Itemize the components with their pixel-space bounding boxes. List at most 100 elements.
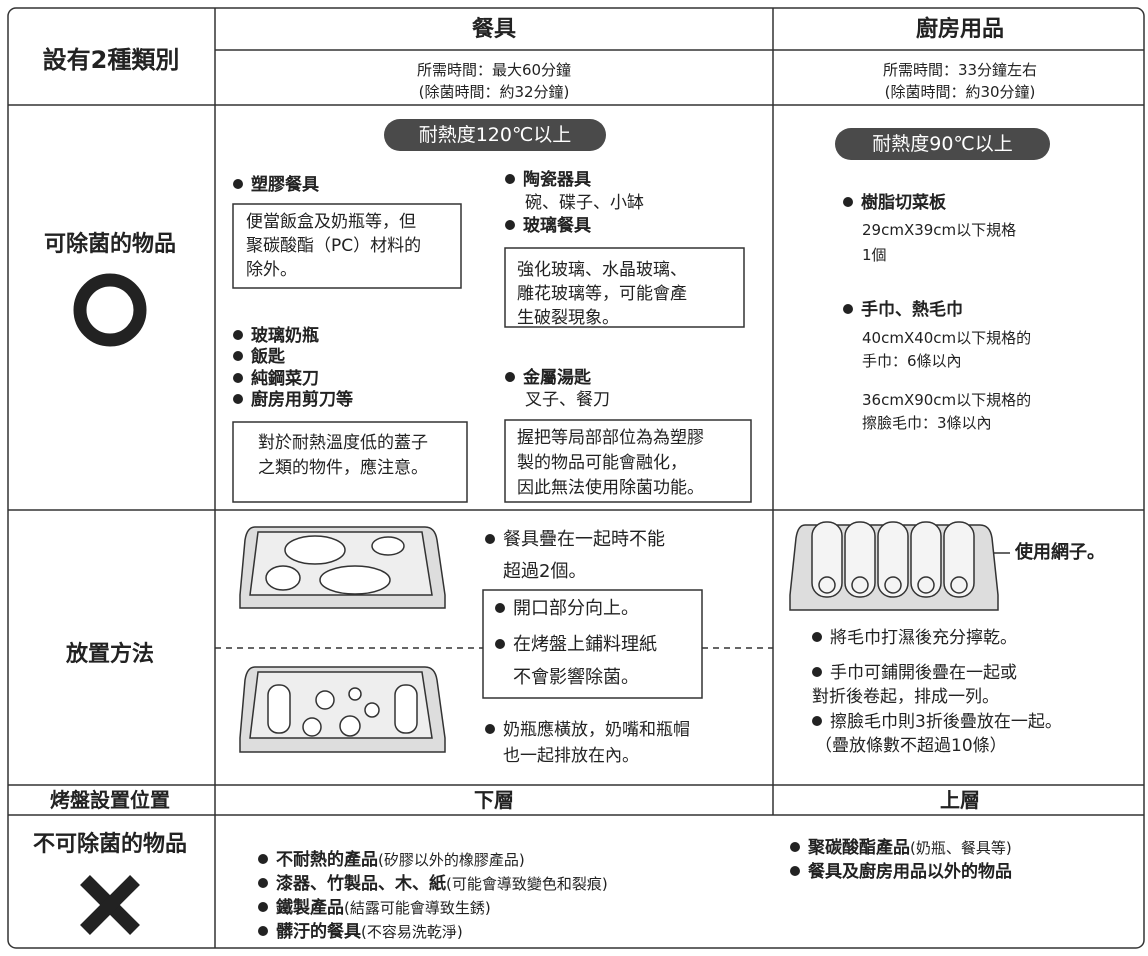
tray-level: 上層 xyxy=(940,788,980,812)
time: 所需時間：最大60分鐘 xyxy=(416,61,572,79)
detail: 29cmX39cm以下規格 xyxy=(862,221,1017,239)
item-note: (奶瓶、餐具等) xyxy=(910,839,1012,857)
instruction: 開口部分向上。 xyxy=(495,597,639,621)
item: 金屬湯匙 xyxy=(505,367,591,389)
time: (除菌時間：約30分鐘) xyxy=(884,83,1036,101)
bullet xyxy=(233,394,243,404)
detail: 碗、碟子、小缽 xyxy=(525,193,644,213)
row-label: 不可除菌的物品 xyxy=(32,832,188,857)
note: 生破裂現象。 xyxy=(517,308,619,328)
item: 玻璃餐具 xyxy=(505,215,591,237)
bullet xyxy=(505,372,515,382)
bullet xyxy=(233,351,243,361)
item-name: 漆器、竹製品、木、紙 xyxy=(276,874,446,894)
note: 製的物品可能會融化， xyxy=(517,453,687,473)
bullet xyxy=(505,220,515,230)
instruction: 超過2個。 xyxy=(503,561,587,582)
note: 雕花玻璃等，可能會產 xyxy=(517,284,687,304)
bullet xyxy=(258,878,268,888)
item-name: 聚碳酸酯產品 xyxy=(808,838,910,858)
text: 在烤盤上鋪料理紙 xyxy=(513,634,657,655)
item-title: 廚房用剪刀等 xyxy=(251,390,353,410)
text: 奶瓶應橫放，奶嘴和瓶帽 xyxy=(503,720,690,740)
instruction: 將毛巾打濕後充分擰乾。 xyxy=(812,627,1017,649)
bullet xyxy=(812,632,822,642)
instruction: 擦臉毛巾則3折後疊放在一起。 xyxy=(812,711,1062,733)
ng-item: 漆器、竹製品、木、紙(可能會導致變色和裂痕) xyxy=(258,873,608,895)
detail: 36cmX90cm以下規格的 xyxy=(862,391,1032,409)
tray-level: 下層 xyxy=(474,788,514,812)
item-title: 樹脂切菜板 xyxy=(861,193,946,213)
instruction: 手巾可鋪開後疊在一起或 xyxy=(812,662,1017,684)
note: 握把等局部部位為為塑膠 xyxy=(517,428,704,448)
ok-icon xyxy=(73,273,147,347)
row-label: 可除菌的物品 xyxy=(43,232,177,257)
text: 手巾可鋪開後疊在一起或 xyxy=(830,663,1017,683)
item-note: (不容易洗乾淨) xyxy=(361,923,463,941)
bullet xyxy=(233,330,243,340)
bullet xyxy=(233,179,243,189)
item: 飯匙 xyxy=(233,346,285,368)
item: 手巾、熱毛巾 xyxy=(843,299,963,321)
item-title: 手巾、熱毛巾 xyxy=(861,300,963,320)
instruction: 對折後卷起，排成一列。 xyxy=(812,687,999,707)
item-name: 餐具及廚房用品以外的物品 xyxy=(808,862,1012,882)
text: 餐具疊在一起時不能 xyxy=(503,529,665,550)
item-note: (矽膠以外的橡膠產品) xyxy=(378,851,525,869)
item-note: (結露可能會導致生銹) xyxy=(344,899,491,917)
bullet xyxy=(790,866,800,876)
time: (除菌時間：約32分鐘) xyxy=(418,83,570,101)
item-note: (可能會導致變色和裂痕) xyxy=(446,875,608,893)
item-title: 金屬湯匙 xyxy=(523,368,591,388)
text: 開口部分向上。 xyxy=(513,598,639,619)
note: 除外。 xyxy=(246,260,297,280)
item-title: 玻璃餐具 xyxy=(523,216,591,236)
ng-icon xyxy=(80,875,140,935)
row-label: 烤盤設置位置 xyxy=(50,788,170,812)
text: 將毛巾打濕後充分擰乾。 xyxy=(830,628,1017,648)
column-title: 餐具 xyxy=(471,17,517,42)
note: 聚碳酸酯（PC）材料的 xyxy=(246,236,422,256)
row-label: 放置方法 xyxy=(65,642,155,667)
note: 因此無法使用除菌功能。 xyxy=(517,478,704,498)
detail: 40cmX40cm以下規格的 xyxy=(862,329,1032,347)
bullet xyxy=(258,926,268,936)
time: 所需時間：33分鐘左右 xyxy=(882,61,1038,79)
bullet xyxy=(505,174,515,184)
bullet xyxy=(495,603,505,613)
detail: 手巾：6條以內 xyxy=(862,352,962,370)
item-title: 陶瓷器具 xyxy=(523,170,591,190)
bullet xyxy=(258,902,268,912)
detail: 擦臉毛巾：3條以內 xyxy=(862,414,992,432)
ng-item: 聚碳酸酯產品(奶瓶、餐具等) xyxy=(790,837,1012,859)
item: 陶瓷器具 xyxy=(505,169,591,191)
ng-item: 餐具及廚房用品以外的物品 xyxy=(790,861,1012,883)
note: 強化玻璃、水晶玻璃、 xyxy=(517,260,687,280)
column-title: 廚房用品 xyxy=(915,17,1005,42)
instruction: 在烤盤上鋪料理紙 xyxy=(495,633,657,657)
bullet xyxy=(812,667,822,677)
note: 之類的物件，應注意。 xyxy=(258,458,428,478)
bullet xyxy=(495,639,505,649)
item-title: 玻璃奶瓶 xyxy=(251,326,319,346)
detail: 叉子、餐刀 xyxy=(525,390,610,410)
heat-badge: 耐熱度90℃以上 xyxy=(835,128,1050,160)
detail: 1個 xyxy=(862,246,887,264)
category-label: 設有2種類別 xyxy=(42,46,180,74)
tray-illustration xyxy=(239,521,999,753)
note: 便當飯盒及奶瓶等，但 xyxy=(246,212,416,232)
item: 純鋼菜刀 xyxy=(233,368,319,390)
instruction: 餐具疊在一起時不能 xyxy=(485,528,665,552)
instruction: 不會影響除菌。 xyxy=(513,667,639,688)
bullet xyxy=(843,304,853,314)
bullet xyxy=(485,534,495,544)
ng-item: 髒汙的餐具(不容易洗乾淨) xyxy=(258,921,463,943)
heat-badge: 耐熱度120℃以上 xyxy=(384,119,606,151)
text: 擦臉毛巾則3折後疊放在一起。 xyxy=(830,712,1062,732)
item: 塑膠餐具 xyxy=(233,174,319,196)
ng-item: 不耐熱的產品(矽膠以外的橡膠產品) xyxy=(258,849,525,871)
bullet xyxy=(790,842,800,852)
bullet xyxy=(812,716,822,726)
